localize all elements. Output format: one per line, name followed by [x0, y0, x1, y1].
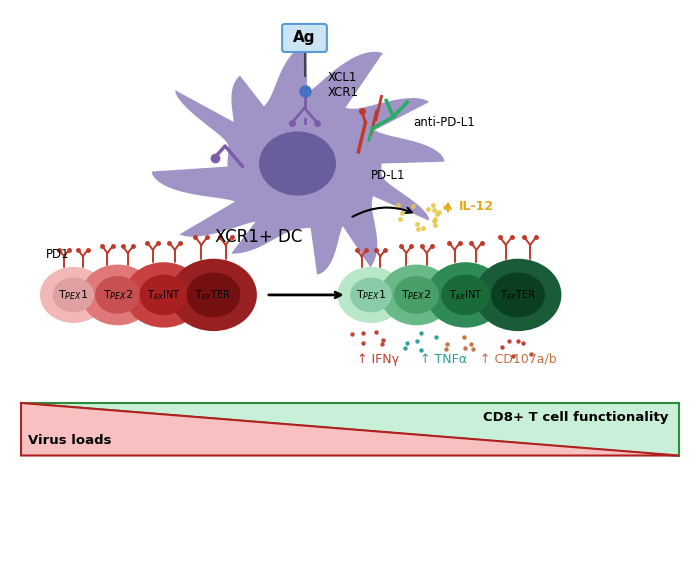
Text: anti-PD-L1: anti-PD-L1: [413, 116, 475, 129]
Polygon shape: [21, 403, 679, 456]
Text: T$_{PEX}$1: T$_{PEX}$1: [58, 288, 89, 302]
Text: ↑ TNFα: ↑ TNFα: [420, 353, 467, 366]
Polygon shape: [152, 43, 444, 274]
Text: XCR1+ DC: XCR1+ DC: [216, 228, 302, 245]
Circle shape: [81, 265, 154, 325]
Polygon shape: [21, 403, 679, 456]
Circle shape: [426, 262, 505, 328]
Text: IL-12: IL-12: [458, 200, 493, 213]
Circle shape: [187, 273, 240, 317]
Text: T$_{PEX}$1: T$_{PEX}$1: [356, 288, 386, 302]
Text: T$_{EX}$INT: T$_{EX}$INT: [449, 288, 482, 302]
Text: Virus loads: Virus loads: [28, 434, 111, 447]
Text: T$_{EX}$TER: T$_{EX}$TER: [195, 288, 232, 302]
Text: T$_{PEX}$2: T$_{PEX}$2: [401, 288, 432, 302]
Circle shape: [40, 267, 107, 323]
Text: XCL1
XCR1: XCL1 XCR1: [328, 71, 358, 99]
Circle shape: [259, 131, 336, 196]
Circle shape: [475, 259, 561, 331]
Circle shape: [350, 277, 392, 312]
Circle shape: [139, 274, 188, 315]
Text: Ag: Ag: [293, 30, 316, 46]
Text: T$_{PEX}$2: T$_{PEX}$2: [102, 288, 133, 302]
Circle shape: [394, 276, 439, 314]
Circle shape: [52, 277, 94, 312]
Circle shape: [337, 267, 405, 323]
Text: ↑ CD107a/b: ↑ CD107a/b: [480, 353, 556, 366]
Circle shape: [380, 265, 453, 325]
Circle shape: [441, 274, 490, 315]
Circle shape: [125, 262, 203, 328]
Text: T$_{EX}$TER: T$_{EX}$TER: [500, 288, 536, 302]
Text: ↑ IFNγ: ↑ IFNγ: [357, 353, 399, 366]
Circle shape: [170, 259, 257, 331]
Text: PD-L1: PD-L1: [371, 169, 405, 182]
Circle shape: [491, 273, 545, 317]
Text: T$_{EX}$INT: T$_{EX}$INT: [147, 288, 181, 302]
Text: PD1: PD1: [46, 248, 69, 260]
Circle shape: [95, 276, 140, 314]
FancyBboxPatch shape: [282, 24, 327, 52]
Text: CD8+ T cell functionality: CD8+ T cell functionality: [483, 411, 668, 424]
